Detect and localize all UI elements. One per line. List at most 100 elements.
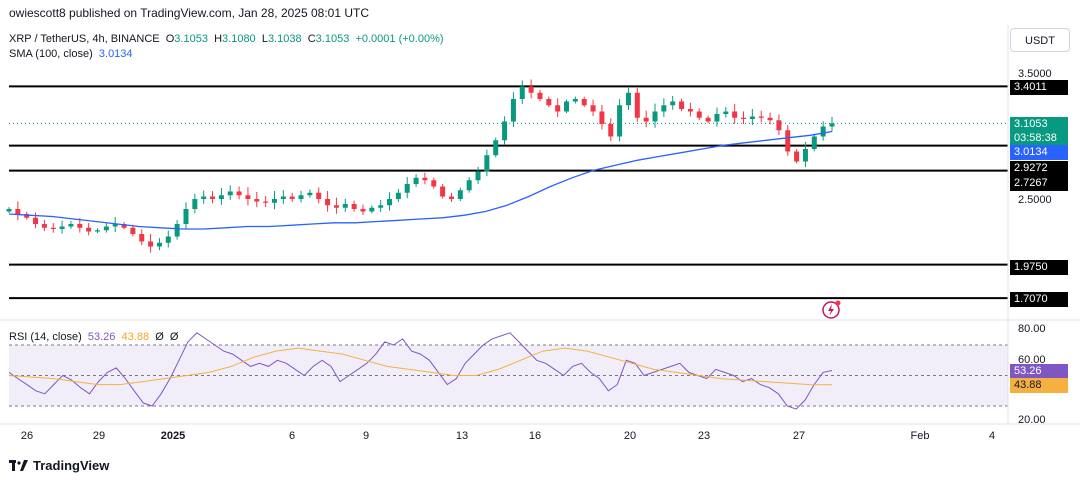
candle-body xyxy=(15,209,21,214)
candle-body xyxy=(360,209,366,212)
candle-body xyxy=(298,195,304,199)
candle-body xyxy=(50,227,56,229)
candle-body xyxy=(130,227,136,234)
candle-body xyxy=(387,199,393,206)
candle-body xyxy=(245,195,251,199)
x-label: 26 xyxy=(20,430,34,442)
candle-body xyxy=(378,205,384,208)
candle-body xyxy=(510,99,516,122)
candle-body xyxy=(758,116,764,118)
candle-body xyxy=(546,99,552,106)
symbol-name[interactable]: XRP / TetherUS, 4h, BINANCE xyxy=(9,33,160,45)
candle-body xyxy=(24,214,30,218)
candle-body xyxy=(599,111,605,124)
tradingview-logo-icon xyxy=(9,459,28,471)
candle-body xyxy=(749,116,755,119)
candle-body xyxy=(156,242,162,247)
candle-body xyxy=(404,184,410,193)
candle-body xyxy=(121,224,127,228)
level-label-2-9272: 2.9272 xyxy=(1010,161,1068,176)
candle-body xyxy=(342,204,348,208)
x-label: 4 xyxy=(988,430,996,442)
open-label: O xyxy=(165,33,175,45)
sma-value: 3.0134 xyxy=(98,48,133,60)
candle-body xyxy=(811,136,817,149)
candle-body xyxy=(422,177,428,181)
candle-body xyxy=(431,180,437,187)
change-value: +0.0001 (+0.00%) xyxy=(355,33,444,45)
candle-body xyxy=(448,196,454,199)
x-label: 27 xyxy=(792,430,806,442)
x-label: 16 xyxy=(528,430,542,442)
candle-body xyxy=(634,92,640,118)
high-label: H xyxy=(214,33,223,45)
candle-body xyxy=(802,149,808,162)
candle-body xyxy=(608,124,614,137)
candle-body xyxy=(59,226,65,229)
candle-body xyxy=(165,236,171,243)
candle-body xyxy=(325,199,331,206)
candle-body xyxy=(785,130,791,152)
candle-body xyxy=(475,171,481,181)
open-value: 3.1053 xyxy=(174,33,208,45)
sma-label: SMA (100, close) xyxy=(9,48,93,60)
x-label: 29 xyxy=(92,430,106,442)
rsi-legend[interactable]: RSI (14, close) 53.26 43.88 Ø Ø xyxy=(9,331,178,343)
candle-body xyxy=(732,111,738,118)
rsi-tick-60: 60.00 xyxy=(1018,354,1046,366)
candle-body xyxy=(369,207,375,212)
candle-body xyxy=(528,86,534,93)
candle-body xyxy=(767,117,773,121)
level-label-1-9750: 1.9750 xyxy=(1010,260,1068,275)
rsi-line xyxy=(8,332,833,410)
rsi-ma-line xyxy=(8,347,833,386)
candle-body xyxy=(227,191,233,196)
candle-body xyxy=(254,199,260,202)
candle-body xyxy=(679,101,685,109)
candle-body xyxy=(670,101,676,106)
high-value: 3.1080 xyxy=(222,33,256,45)
rsi-extra-1: Ø xyxy=(155,331,164,343)
rsi-extra-2: Ø xyxy=(169,331,179,343)
rsi-ma-value: 43.88 xyxy=(121,331,150,343)
x-label: 23 xyxy=(697,430,711,442)
close-label: C xyxy=(307,33,316,45)
x-label: 13 xyxy=(455,430,469,442)
candle-body xyxy=(493,140,499,156)
x-label: 9 xyxy=(362,430,370,442)
candle-body xyxy=(271,199,277,203)
candle-body xyxy=(661,105,667,112)
candle-body xyxy=(201,196,207,199)
candle-body xyxy=(484,155,490,172)
candle-body xyxy=(6,209,12,212)
candle-body xyxy=(413,177,419,184)
currency-button[interactable]: USDT xyxy=(1010,28,1070,52)
candle-body xyxy=(218,195,224,199)
candle-body xyxy=(316,192,322,199)
candle-body xyxy=(307,192,313,196)
candle-body xyxy=(280,196,286,199)
candle-body xyxy=(705,117,711,122)
level-label-1-7070: 1.7070 xyxy=(1010,292,1068,307)
candle-body xyxy=(519,86,525,99)
countdown-tag: 03:58:38 xyxy=(1010,131,1068,146)
current-price-tag: 3.1053 xyxy=(1010,117,1068,132)
candle-body xyxy=(696,111,702,118)
publisher-line: owiescott8 published on TradingView.com,… xyxy=(9,6,369,20)
symbol-legend: XRP / TetherUS, 4h, BINANCE O3.1053 H3.1… xyxy=(9,33,444,45)
candle-body xyxy=(617,105,623,137)
rsi-label: RSI (14, close) xyxy=(9,331,82,343)
candle-body xyxy=(741,117,747,119)
sma-line xyxy=(8,130,833,230)
candle-body xyxy=(537,92,543,99)
candle-body xyxy=(555,105,561,112)
candle-body xyxy=(174,224,180,237)
candle-body xyxy=(581,99,587,106)
tradingview-logo[interactable]: TradingView xyxy=(9,458,109,473)
candle-body xyxy=(625,92,631,106)
candle-body xyxy=(466,180,472,191)
candle-body xyxy=(183,209,189,224)
sma-legend[interactable]: SMA (100, close) 3.0134 xyxy=(9,48,133,60)
candle-body xyxy=(112,224,118,227)
